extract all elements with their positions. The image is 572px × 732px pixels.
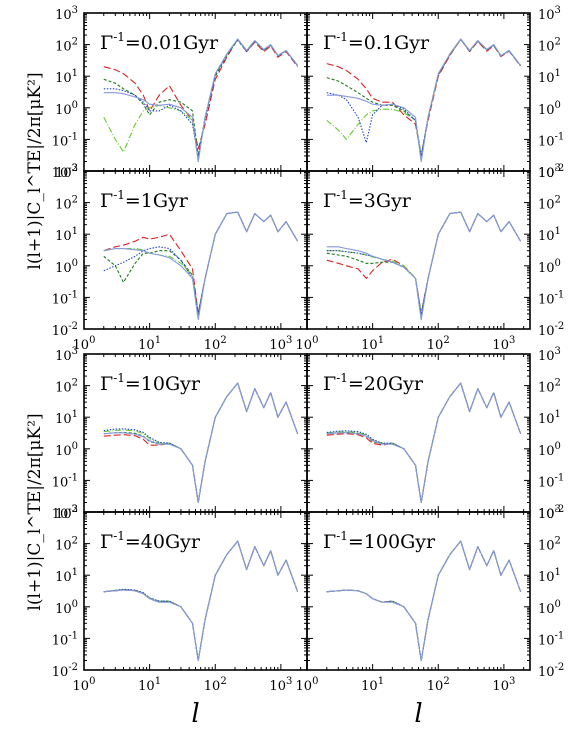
y-tick-label: 103 — [538, 504, 561, 522]
panel-title: Γ-1=20Gyr — [323, 371, 424, 395]
x-tick-label: 102 — [427, 335, 450, 353]
panel-6-series-5 — [326, 382, 522, 504]
y-tick-label: 103 — [55, 504, 78, 522]
panel-5-series-3 — [103, 382, 299, 504]
y-tick-label: 10-2 — [538, 321, 564, 339]
y-tick-label: 101 — [538, 567, 561, 585]
panel-6: Γ-1=20Gyr 10-2 10-1 100 101 102 103 — [306, 346, 564, 522]
panel-1: Γ-1=0.01Gyr 10-2 10-1 100 101 102 103 — [52, 5, 308, 181]
y-tick-label: 103 — [55, 163, 78, 181]
x-tick-label: 101 — [138, 676, 161, 694]
x-tick-label: 101 — [138, 335, 161, 353]
y-tick-label: 10-2 — [52, 163, 78, 181]
y-tick-label: 102 — [55, 536, 78, 554]
y-axis-label-1: l(l+1)|C_l^TE|/2π[μK²] — [25, 72, 45, 269]
panel-7-series-5 — [103, 540, 299, 662]
y-tick-label: 10-1 — [538, 289, 564, 307]
y-tick-label: 10-2 — [52, 504, 78, 522]
panel-4: Γ-1=3Gyr 10-2 10-1 100 101 102 103 100 101 102 103 — [296, 163, 565, 353]
panel-4-series-5 — [326, 211, 522, 321]
x-tick-label: 103 — [269, 676, 292, 694]
y-tick-label: 101 — [538, 409, 561, 427]
y-tick-label: 102 — [55, 195, 78, 213]
x-tick-label: 100 — [73, 335, 96, 353]
y-tick-label: 103 — [538, 346, 561, 364]
y-tick-label: 102 — [538, 37, 561, 55]
x-tick-label: 103 — [492, 335, 515, 353]
panel-1-series-5 — [103, 38, 299, 163]
y-tick-label: 10-2 — [538, 662, 564, 680]
y-tick-label: 101 — [55, 409, 78, 427]
y-tick-label: 101 — [55, 226, 78, 244]
x-tick-label: 100 — [296, 676, 319, 694]
panel-2-series-5 — [326, 38, 522, 163]
y-tick-label: 103 — [55, 5, 78, 23]
panel-3-series-5 — [103, 211, 299, 321]
x-axis-label-2: l — [414, 699, 422, 729]
y-tick-label: 100 — [538, 441, 561, 459]
panel-8-series-5 — [326, 540, 522, 662]
panel-title: Γ-1=1Gyr — [100, 188, 189, 212]
y-tick-label: 10-1 — [52, 472, 78, 490]
y-tick-label: 10-2 — [538, 504, 564, 522]
y-tick-label: 10-2 — [52, 662, 78, 680]
x-tick-label: 100 — [296, 335, 319, 353]
y-tick-label: 102 — [538, 195, 561, 213]
x-tick-label: 102 — [204, 335, 227, 353]
x-axis-label-1: l — [191, 699, 199, 729]
panel-title: Γ-1=3Gyr — [323, 188, 412, 212]
panel-title: Γ-1=0.01Gyr — [100, 30, 219, 54]
y-tick-label: 103 — [538, 5, 561, 23]
y-tick-label: 102 — [538, 378, 561, 396]
panel-8: Γ-1=100Gyr 10-2 10-1 100 101 102 103 100 101 102 1… — [296, 504, 565, 694]
panel-title: Γ-1=100Gyr — [323, 529, 436, 553]
panels: Γ-1=0.01Gyr10-210-1100101102103Γ-1=0.1Gy… — [52, 5, 565, 694]
axis-labels: l(l+1)|C_l^TE|/2π[μK²] l(l+1)|C_l^TE|/2π[… — [25, 72, 423, 729]
x-tick-label: 102 — [427, 676, 450, 694]
x-tick-label: 101 — [361, 335, 384, 353]
panel-4-series-4 — [326, 211, 522, 315]
y-axis-label-2: l(l+1)|C_l^TE|/2π[μK²] — [25, 413, 45, 610]
y-tick-label: 103 — [538, 163, 561, 181]
y-tick-label: 10-1 — [52, 630, 78, 648]
y-tick-label: 103 — [55, 346, 78, 364]
y-tick-label: 10-2 — [52, 321, 78, 339]
y-tick-label: 100 — [538, 599, 561, 617]
panel-7: Γ-1=40Gyr 10-2 10-1 100 101 102 103 100 101 102 10… — [52, 504, 308, 694]
y-tick-label: 102 — [538, 536, 561, 554]
y-tick-label: 102 — [55, 378, 78, 396]
y-tick-label: 102 — [55, 37, 78, 55]
x-tick-label: 102 — [204, 676, 227, 694]
y-tick-label: 101 — [55, 567, 78, 585]
y-tick-label: 10-1 — [538, 472, 564, 490]
x-tick-label: 103 — [269, 335, 292, 353]
y-tick-label: 10-1 — [52, 131, 78, 149]
panel-title: Γ-1=0.1Gyr — [323, 30, 430, 54]
y-tick-label: 100 — [538, 100, 561, 118]
x-tick-label: 101 — [361, 676, 384, 694]
panel-3-series-1 — [103, 211, 299, 315]
panel-5-series-5 — [103, 382, 299, 504]
y-tick-label: 101 — [538, 68, 561, 86]
x-tick-label: 103 — [492, 676, 515, 694]
y-tick-label: 101 — [538, 226, 561, 244]
y-tick-label: 100 — [55, 100, 78, 118]
y-tick-label: 100 — [538, 258, 561, 276]
panel-5: Γ-1=10Gyr 10-2 10-1 100 101 102 103 — [52, 346, 308, 522]
y-tick-label: 10-1 — [538, 131, 564, 149]
y-tick-label: 100 — [55, 441, 78, 459]
y-tick-label: 10-1 — [538, 630, 564, 648]
y-tick-label: 10-2 — [538, 163, 564, 181]
y-tick-label: 10-1 — [52, 289, 78, 307]
y-tick-label: 100 — [55, 599, 78, 617]
panel-title: Γ-1=10Gyr — [100, 371, 201, 395]
y-tick-label: 100 — [55, 258, 78, 276]
y-tick-label: 101 — [55, 68, 78, 86]
x-tick-label: 100 — [73, 676, 96, 694]
panel-2: Γ-1=0.1Gyr 10-2 10-1 100 101 102 103 — [306, 5, 564, 181]
panel-3: Γ-1=1Gyr 10-2 10-1 100 101 102 103 100 101 102 103 — [52, 163, 308, 353]
panel-title: Γ-1=40Gyr — [100, 529, 201, 553]
